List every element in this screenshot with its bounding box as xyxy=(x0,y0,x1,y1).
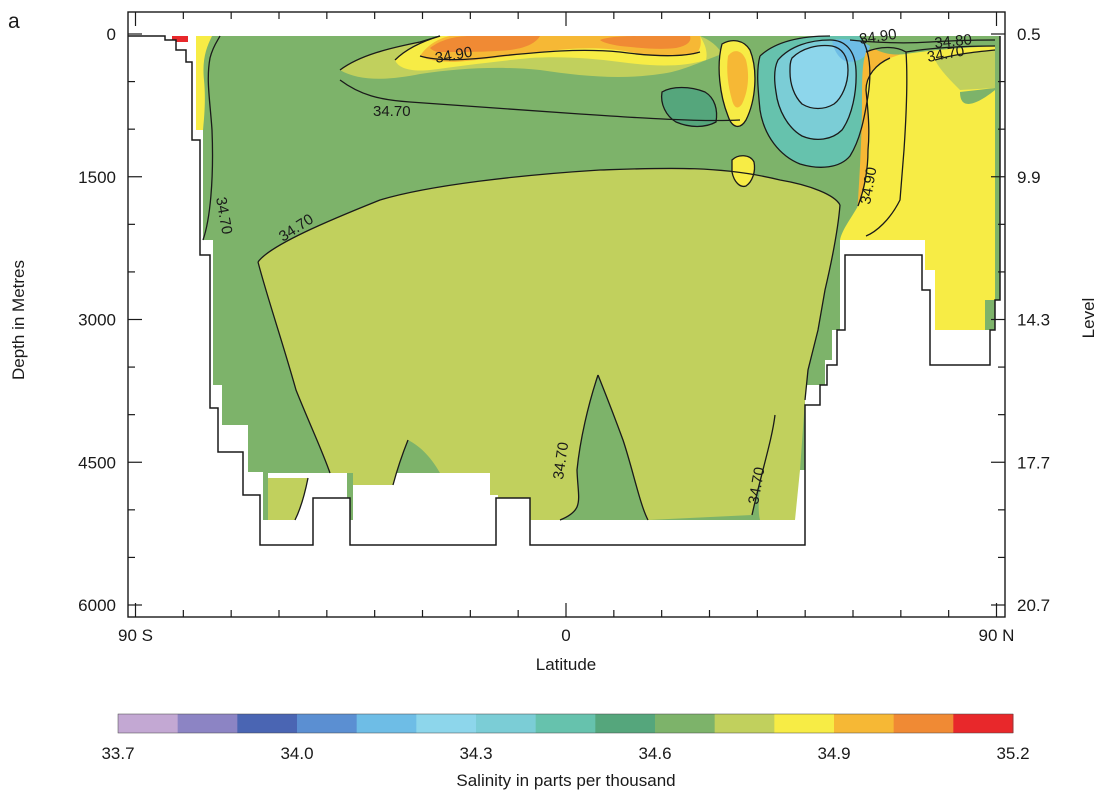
contour-line xyxy=(731,155,756,188)
colorbar: 33.7 34.0 34.3 34.6 34.9 35.2 xyxy=(101,713,1030,763)
y-tick-label: 6000 xyxy=(78,596,116,615)
x-axis-title: Latitude xyxy=(536,655,597,674)
x-tick-label: 90 S xyxy=(118,626,153,645)
y-tick-label: 4500 xyxy=(78,453,116,472)
contour-lines xyxy=(202,35,996,521)
contour-line xyxy=(419,49,701,61)
contour-label: 34.70 xyxy=(745,466,768,506)
field-34-7 xyxy=(258,168,840,520)
x-tick-label: 90 N xyxy=(979,626,1015,645)
contour-label: 34.90 xyxy=(434,44,474,67)
colorbar-title: Salinity in parts per thousand xyxy=(456,771,675,790)
contour-label: 34.90 xyxy=(858,26,898,48)
contour-line xyxy=(294,477,309,521)
colorbar-tick-label: 34.0 xyxy=(280,744,313,763)
contour-label: 34.80 xyxy=(934,31,973,52)
contour-line xyxy=(202,35,221,241)
colorbar-tick-label: 34.9 xyxy=(817,744,850,763)
y2-tick-label: 0.5 xyxy=(1017,25,1041,44)
field-34-8-north xyxy=(840,46,995,330)
contour-line xyxy=(774,39,857,141)
y2-tick-label: 20.7 xyxy=(1017,596,1050,615)
y-tick-label: 1500 xyxy=(78,168,116,187)
bathymetry-outline xyxy=(128,35,1001,546)
contour-line xyxy=(339,35,441,71)
contour-label: 34.70 xyxy=(926,43,966,66)
colorbar-swatch xyxy=(297,714,358,733)
contour-label: 34.70 xyxy=(212,196,235,236)
y2-tick-label: 14.3 xyxy=(1017,311,1050,330)
y-tick-label: 0 xyxy=(107,25,116,44)
contour-line xyxy=(757,35,871,168)
contour-line xyxy=(597,374,649,521)
x-tick-label: 0 xyxy=(561,626,570,645)
colorbar-swatch xyxy=(953,714,1014,733)
contour-line xyxy=(559,374,599,521)
contour-line xyxy=(257,167,841,263)
field-34-9-equatorial-plume xyxy=(727,51,749,108)
colorbar-frame xyxy=(117,713,1014,734)
contour-line xyxy=(934,49,996,61)
colorbar-tick-label: 35.2 xyxy=(996,744,1029,763)
field-34-3-north-lens xyxy=(790,45,848,109)
colorbar-swatch xyxy=(118,714,179,733)
colorbar-swatch xyxy=(177,714,238,733)
axes: 90 S 0 90 N 0 1500 3000 4500 6000 0.5 9.9 14.3 17.7… xyxy=(78,11,1050,645)
contour-line xyxy=(257,261,331,474)
contour-label: 34.70 xyxy=(373,103,411,120)
plot-area xyxy=(128,35,1005,605)
colorbar-tick-label: 34.6 xyxy=(638,744,671,763)
colorbar-swatch xyxy=(774,714,835,733)
colorbar-swatch xyxy=(356,714,417,733)
field-34-8-equatorial-lens xyxy=(732,155,755,187)
field-34-7-north-surface xyxy=(935,50,995,90)
colorbar-swatch xyxy=(834,714,895,733)
panel-label: a xyxy=(8,10,20,33)
colorbar-swatch xyxy=(237,714,298,733)
y2-tick-label: 17.7 xyxy=(1017,453,1050,472)
colorbar-tick-label: 34.3 xyxy=(459,744,492,763)
contour-line xyxy=(905,45,996,53)
bathymetry-mask xyxy=(128,36,1005,605)
contour-line xyxy=(718,39,756,127)
contour-line xyxy=(339,79,741,122)
y2-tick-label: 9.9 xyxy=(1017,168,1041,187)
colorbar-tick-label: 33.7 xyxy=(101,744,134,763)
colorbar-swatch xyxy=(535,714,596,733)
y-axis-title: Depth in Metres xyxy=(9,260,28,380)
contour-line xyxy=(394,35,441,61)
field-34-7-south-edge xyxy=(263,478,308,520)
contour-line xyxy=(865,46,908,237)
contour-line xyxy=(660,86,718,128)
colorbar-swatch xyxy=(714,714,775,733)
colorbar-swatch xyxy=(893,714,954,733)
salinity-fields xyxy=(172,36,1000,520)
contour-line xyxy=(857,57,891,207)
colorbar-swatch xyxy=(476,714,537,733)
colorbar-swatch xyxy=(416,714,477,733)
contour-line xyxy=(392,439,409,486)
contour-line xyxy=(751,414,776,516)
contour-line xyxy=(804,204,841,401)
contour-line xyxy=(849,39,996,44)
field-34-5-patch xyxy=(661,87,717,127)
colorbar-swatch xyxy=(655,714,716,733)
y-tick-label: 3000 xyxy=(78,311,116,330)
field-35-0-surface-a xyxy=(430,36,540,52)
colorbar-swatch xyxy=(595,714,656,733)
y2-axis-title: Level xyxy=(1079,298,1098,339)
field-34-8-south-coast xyxy=(196,36,212,130)
field-35-0-surface-b xyxy=(600,36,691,49)
contour-label: 34.90 xyxy=(857,166,880,206)
contour-line xyxy=(789,44,849,110)
contour-label: 34.70 xyxy=(550,441,572,481)
